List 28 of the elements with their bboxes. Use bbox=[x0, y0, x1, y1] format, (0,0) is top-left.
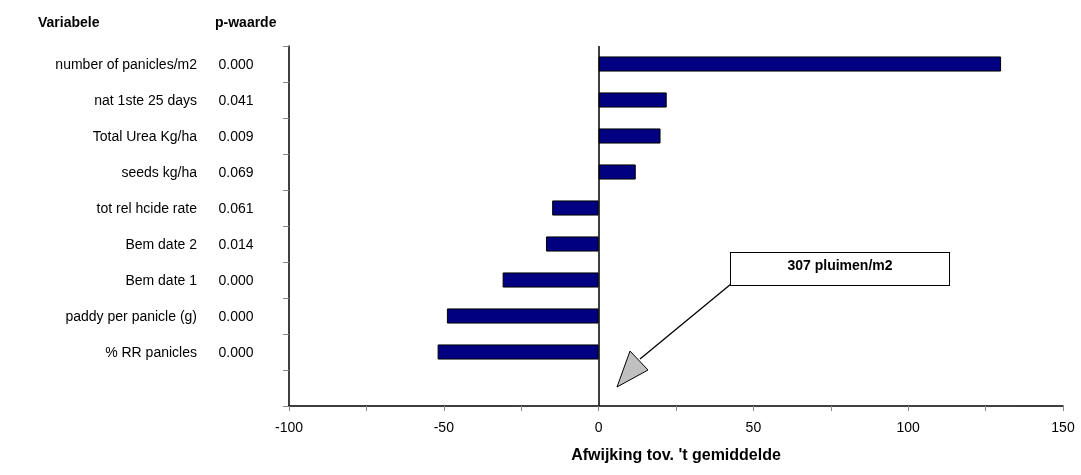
text: 0.041 bbox=[218, 92, 254, 108]
callout-box: 307 pluimen/m2 bbox=[730, 252, 950, 286]
y-tick-label: number of panicles/m2 bbox=[55, 56, 198, 72]
y-tick-label: paddy per panicle (g) bbox=[65, 308, 197, 324]
text: p-waarde bbox=[215, 14, 277, 30]
text: 0.000 bbox=[218, 56, 254, 72]
x-tick-label: 50 bbox=[745, 419, 762, 435]
x-tick-label: -50 bbox=[433, 419, 455, 435]
x-tick-label: 0 bbox=[594, 419, 603, 435]
text: Variabele bbox=[38, 14, 100, 30]
text: 0.000 bbox=[218, 272, 254, 288]
y-tick-label: Total Urea Kg/ha bbox=[92, 128, 198, 144]
x-axis-title: Afwijking tov. 't gemiddelde bbox=[571, 445, 781, 463]
text: 0.014 bbox=[218, 236, 254, 252]
x-tick-label: 100 bbox=[896, 419, 921, 435]
x-tick-label: 150 bbox=[1051, 419, 1075, 435]
y-tick-label: tot rel hcide rate bbox=[96, 200, 198, 216]
text: 0.009 bbox=[218, 128, 254, 144]
y-tick-label: % RR panicles bbox=[105, 344, 197, 360]
text: 0.000 bbox=[218, 344, 254, 360]
x-tick-label: -100 bbox=[274, 419, 304, 435]
y-tick-label: Bem date 1 bbox=[125, 272, 198, 288]
y-tick-label: Bem date 2 bbox=[125, 236, 198, 252]
text: 0.000 bbox=[218, 308, 254, 324]
text: 0.069 bbox=[218, 164, 254, 180]
text: 0.061 bbox=[218, 200, 254, 216]
y-tick-label: nat 1ste 25 days bbox=[94, 92, 197, 108]
y-tick-label: seeds kg/ha bbox=[121, 164, 198, 180]
